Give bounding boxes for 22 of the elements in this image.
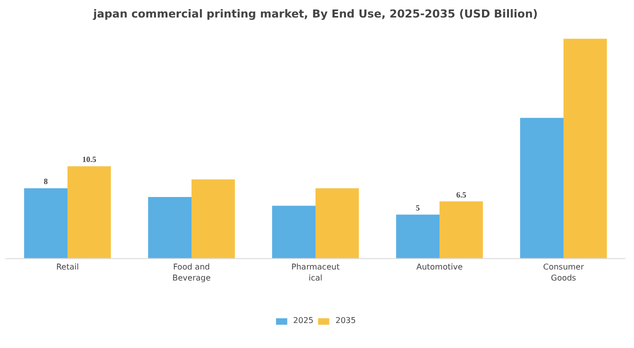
bar	[272, 206, 316, 259]
chart-title: japan commercial printing market, By End Use, 2025-2035 (USD Billion)	[92, 8, 538, 20]
bar	[440, 201, 483, 259]
bar	[564, 38, 607, 259]
bar	[148, 197, 192, 259]
bar	[24, 188, 68, 259]
bar	[396, 214, 440, 259]
bar	[68, 166, 111, 259]
bar	[520, 118, 564, 259]
data-label: 5	[416, 204, 420, 213]
data-label: 10.5	[82, 155, 96, 164]
x-tick-label: Automotive	[416, 262, 463, 272]
bar	[316, 188, 359, 259]
bar	[192, 179, 235, 259]
legend-label: 2035	[336, 316, 356, 325]
data-label: 8	[44, 177, 48, 186]
x-tick-label: Consumer Goods	[543, 262, 585, 282]
x-tick-label: Pharmaceut ical	[291, 262, 340, 282]
x-tick-label: Food and Beverage	[172, 262, 211, 282]
data-label: 6.5	[456, 190, 466, 200]
legend-label: 2025	[293, 316, 314, 325]
x-tick-label: Retail	[56, 262, 79, 272]
